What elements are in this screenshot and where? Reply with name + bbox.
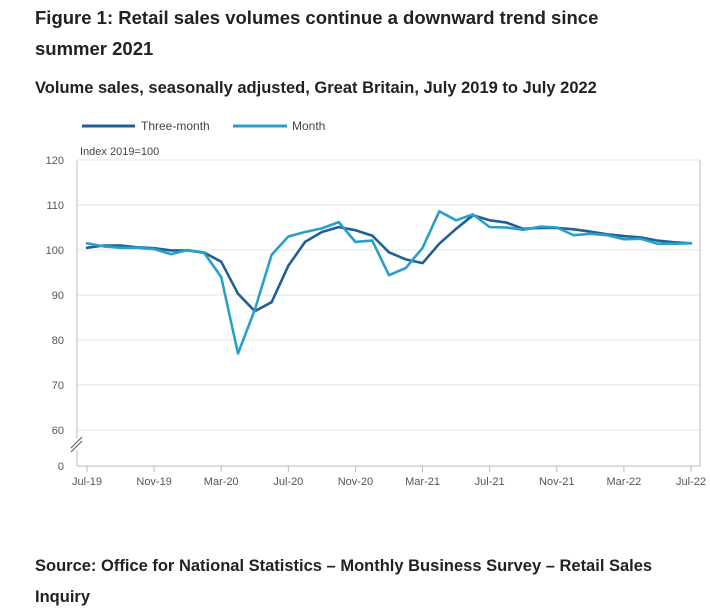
- y-tick-label-80: 80: [52, 335, 64, 347]
- legend-label-three-month: Three-month: [141, 119, 210, 133]
- axis-break-mark: [70, 440, 83, 453]
- source-note: Source: Office for National Statistics –…: [35, 557, 653, 606]
- x-tick-label: Jul-19: [72, 476, 102, 488]
- series-lines: [85, 210, 693, 355]
- y-tick-label-70: 70: [52, 380, 64, 392]
- series-line-month: [85, 210, 693, 355]
- axes: [70, 160, 701, 472]
- legend-label-month: Month: [292, 119, 325, 133]
- chart-subtitle: Volume sales, seasonally adjusted, Great…: [35, 79, 597, 97]
- x-tick-label: Jul-22: [676, 476, 706, 488]
- y-tick-label-0: 0: [58, 461, 64, 473]
- x-tick-label: Mar-22: [606, 476, 641, 488]
- y-axis-unit-label: Index 2019=100: [80, 146, 159, 158]
- x-tick-labels: Jul-19 Nov-19 Mar-20 Jul-20 Nov-20 Mar-21 Jul-…: [72, 476, 706, 488]
- x-tick-label: Jul-20: [273, 476, 303, 488]
- x-tick-label: Mar-21: [405, 476, 440, 488]
- y-tick-label-120: 120: [46, 155, 64, 167]
- y-tick-labels: 0 60 70 80 90 100 110 120: [46, 155, 64, 473]
- x-tick-label: Jul-21: [475, 476, 505, 488]
- x-tick-label: Mar-20: [204, 476, 239, 488]
- chart-title: Figure 1: Retail sales volumes continue …: [35, 7, 599, 59]
- x-tick-label: Nov-21: [539, 476, 574, 488]
- axis-break-mark: [70, 436, 83, 449]
- y-tick-label-90: 90: [52, 290, 64, 302]
- x-tick-label: Nov-19: [136, 476, 171, 488]
- x-tick-label: Nov-20: [338, 476, 373, 488]
- gridlines: [77, 159, 700, 431]
- y-tick-label-110: 110: [46, 200, 64, 212]
- y-tick-label-100: 100: [46, 245, 64, 257]
- legend: Three-month Month: [82, 119, 325, 133]
- y-tick-label-60: 60: [52, 425, 64, 437]
- series-line-three-month: [85, 214, 693, 313]
- line-chart: Three-month Month Index 2019=100 0 60 70 80…: [46, 119, 706, 488]
